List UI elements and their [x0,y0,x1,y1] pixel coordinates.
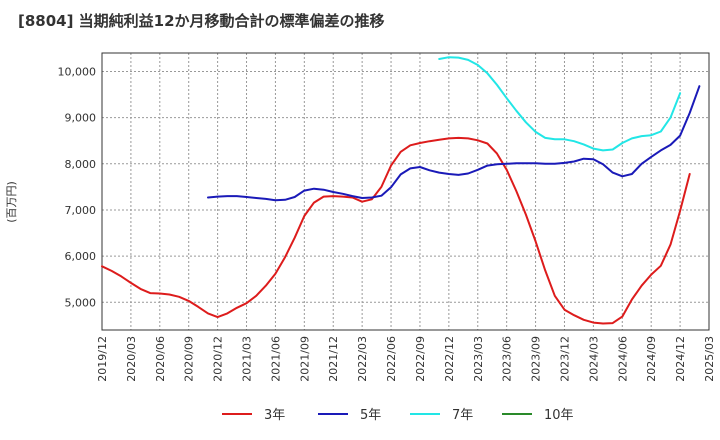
y-tick-label: 9,000 [65,112,97,125]
x-tick-label: 2024/06 [616,336,629,382]
x-tick-label: 2022/12 [443,336,456,382]
x-tick-label: 2023/06 [501,336,514,382]
x-tick-label: 2020/09 [183,336,196,382]
x-tick-label: 2022/09 [414,336,427,382]
x-tick-label: 2021/09 [298,336,311,382]
x-tick-label: 2023/03 [472,336,485,382]
x-tick-label: 2023/09 [530,336,543,382]
x-tick-label: 2021/03 [241,336,254,382]
y-tick-label: 10,000 [58,65,97,78]
y-tick-label: 7,000 [65,204,97,217]
plot-frame [101,52,710,331]
series-line-7年 [438,56,682,152]
x-tick-label: 2022/06 [385,336,398,382]
x-tick-label: 2020/12 [212,336,225,382]
axis-layer: 2019/12 2020/03 2020/06 2020/09 2020/12 2021/… [58,65,717,381]
chart-title: [8804] 当期純利益12か月移動合計の標準偏差の推移 [18,12,385,30]
x-tick-label: 2025/03 [703,336,716,382]
series-line-3年 [101,136,691,325]
y-tick-label: 5,000 [65,296,97,309]
legend-label-3年: 3年 [264,408,285,423]
legend-label-7年: 7年 [452,408,473,423]
y-axis-label: (百万円) [5,181,18,223]
x-tick-label: 2019/12 [96,336,109,382]
grid-layer [101,53,710,330]
x-tick-label: 2024/12 [674,336,687,382]
legend-label-10年: 10年 [544,408,574,423]
legend-label-5年: 5年 [360,408,381,423]
x-tick-label: 2023/12 [558,336,571,382]
x-tick-label: 2020/03 [125,336,138,382]
y-tick-label: 6,000 [65,250,97,263]
x-tick-label: 2021/12 [327,336,340,382]
x-tick-label: 2024/03 [587,336,600,382]
x-tick-label: 2021/06 [269,336,282,382]
x-tick-label: 2022/03 [356,336,369,382]
series-line-5年 [207,85,701,202]
x-tick-label: 2024/09 [645,336,658,382]
series-layer [101,56,701,325]
y-tick-label: 8,000 [65,158,97,171]
legend: 3年 5年 7年 10年 [222,408,574,423]
x-tick-label: 2020/06 [154,336,167,382]
